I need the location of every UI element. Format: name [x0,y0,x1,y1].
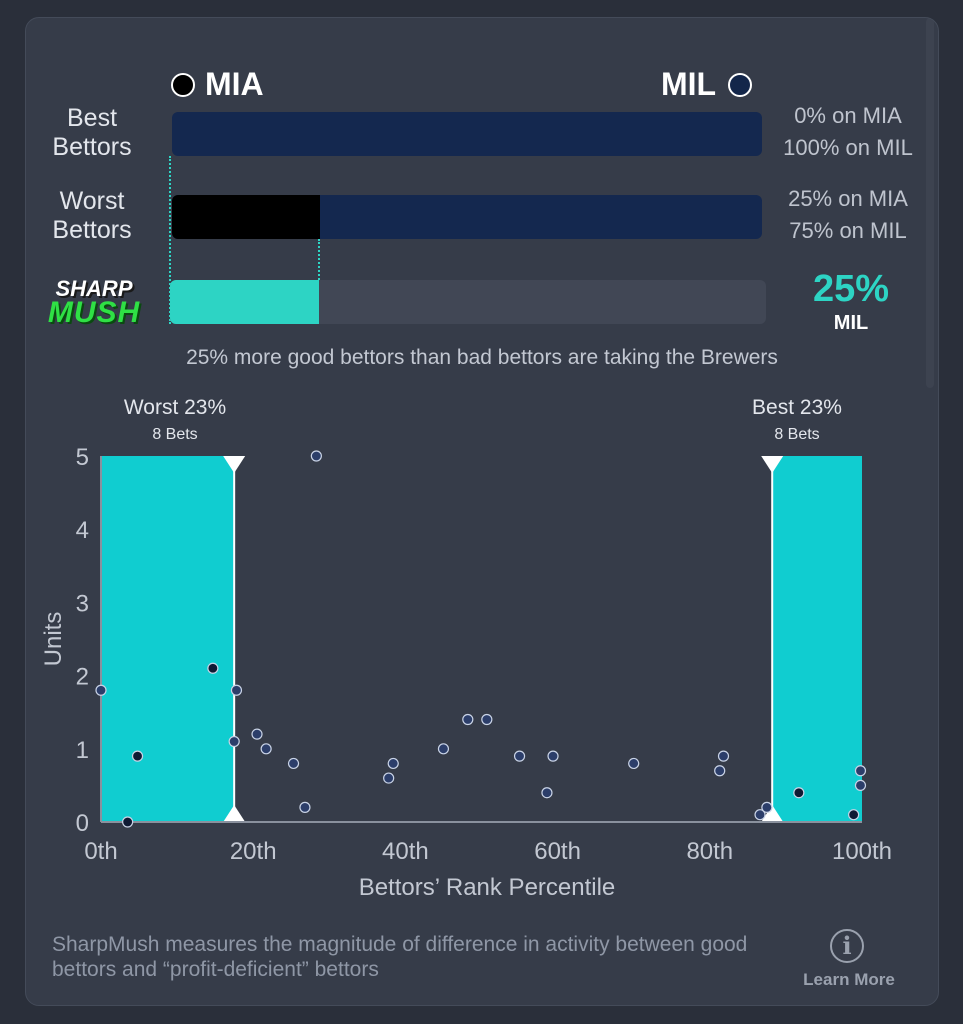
worst-pct-mia: 25% on MIA [788,186,908,211]
best-label-line2: Bettors [52,133,132,161]
worst-pct-mil: 75% on MIL [789,218,907,243]
scatter-point [387,757,399,770]
y-tick-label: 5 [76,444,89,471]
x-tick-label: 60th [534,838,581,865]
scatter-point [131,750,144,762]
region-marker-bottom-1 [761,805,784,822]
scatter-point [122,816,134,828]
sharpmush-team: MIL [833,312,869,334]
info-icon[interactable]: i [830,929,864,963]
team-right-header: MIL [661,66,753,103]
y-tick-label: 4 [76,517,89,544]
footer-description: SharpMush measures the magnitude of diff… [52,933,748,981]
scatter-point [793,787,805,799]
x-tick-label: 80th [686,838,733,865]
scatter-point [310,450,322,462]
scatter-point [95,684,107,696]
y-tick-label: 3 [76,590,89,617]
team-right-name: MIL [661,66,717,102]
best-bettors-label: Best Bettors [36,104,148,162]
summary-text: 25% more good bettors than bad bettors a… [186,346,778,369]
scatter-point [383,772,395,784]
scatter-point [754,809,766,821]
region-marker-top-1 [761,456,784,473]
team-left-header: MIA [171,66,264,103]
region-band-1 [772,456,862,822]
rank-scatter-chart: Worst 23% 8 Bets Best 23% 8 Bets 0 1 2 3 4 5 0th 20… [40,396,892,901]
sharpmush-bar [170,280,766,324]
y-axis-label: Units [40,612,67,667]
region-subtitle-1: 8 Bets [774,426,819,443]
scatter-point [854,765,867,777]
worst-bettors-mia-fill [172,195,320,239]
scatter-point [513,750,526,762]
best-pct-mil: 100% on MIL [783,135,913,160]
scatter-point [628,757,640,770]
x-tick-label: 20th [230,838,277,865]
scatter-point [547,750,559,762]
scatter-point [848,809,860,821]
logo-line2: MUSH [47,296,141,329]
scatter-point [541,787,553,799]
worst-bettors-label: Worst Bettors [36,187,148,245]
x-tick-label: 100th [832,838,892,865]
scrollbar[interactable] [926,18,934,388]
sharpmush-value: 25% [812,268,890,310]
sharpmush-card: MIA MIL Best Bettors 0% on MIA 100% on M… [25,17,939,1006]
mia-dot-icon [171,72,195,97]
scatter-point [260,743,272,755]
scatter-point [207,662,219,674]
scatter-point [437,743,450,755]
best-bettors-pct: 0% on MIA 100% on MIL [768,100,928,164]
best-bettors-bar [172,112,762,156]
worst-label-line1: Worst [59,187,125,215]
team-left-name: MIA [205,66,264,102]
mil-dot-icon [728,72,753,97]
scatter-point [717,750,730,762]
logo-line1: SHARP [55,276,133,301]
scatter-point [854,779,867,792]
region-marker-top-0 [223,456,246,473]
x-axis-label: Bettors’ Rank Percentile [359,874,616,901]
scatter-point [287,757,300,770]
scatter-point [462,713,474,726]
y-tick-label: 0 [76,810,89,837]
worst-label-line2: Bettors [52,216,132,244]
best-pct-mia: 0% on MIA [794,103,902,128]
region-title-0: Worst 23% [124,396,226,419]
scatter-point [230,684,243,696]
y-tick-label: 2 [76,664,89,691]
worst-bettors-bar [172,195,762,239]
worst-bettors-pct: 25% on MIA 75% on MIL [768,183,928,247]
sharpmush-bar-fill [170,280,319,324]
x-tick-label: 0th [84,838,117,865]
best-label-line1: Best [66,104,118,132]
scatter-point [299,801,311,813]
region-marker-bottom-0 [223,805,246,822]
region-subtitle-0: 8 Bets [152,426,197,443]
learn-more-link[interactable]: Learn More [803,970,895,989]
scatter-point [228,735,240,748]
dashed-guide-left [169,156,171,324]
region-band-0 [101,456,235,822]
sharpmush-logo: SHARP MUSH [32,276,156,340]
x-tick-label: 40th [382,838,429,865]
y-tick-label: 1 [76,737,89,764]
scatter-point [714,765,726,777]
scatter-point [481,713,493,726]
scatter-point [761,801,773,813]
region-title-1: Best 23% [752,396,842,419]
scatter-point [251,728,263,740]
